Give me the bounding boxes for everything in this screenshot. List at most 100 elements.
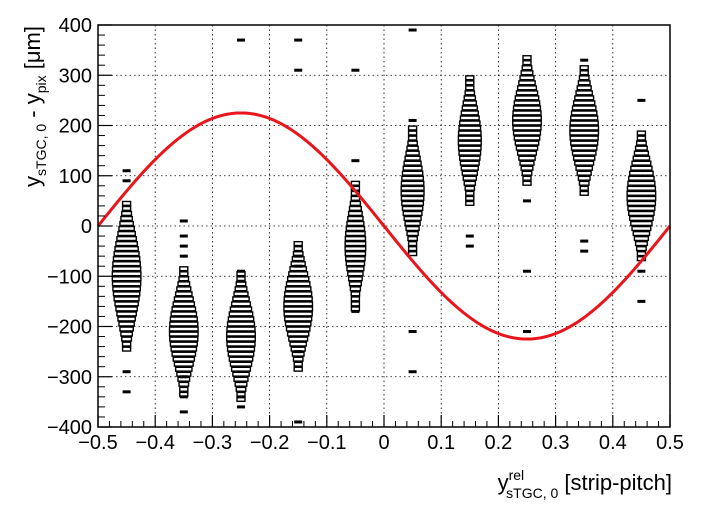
histogram-bin [569,120,599,126]
histogram-bin [632,230,651,237]
y-tick-label: −200 [47,317,92,339]
histogram-outlier-bin [179,375,188,379]
histogram-bin [570,145,598,151]
histogram-bin [226,336,256,342]
histogram-outlier-bin [351,159,360,163]
histogram-bin [627,205,656,212]
histogram-bin [288,271,309,277]
histogram-outlier-bin [523,199,531,203]
histogram-bin [465,200,475,207]
histogram-bin [516,85,538,91]
histogram-bin [112,256,141,262]
histogram-bin [286,331,310,337]
histogram-bin [293,366,303,372]
histogram-bin [579,190,589,196]
histogram-bin [403,160,422,166]
histogram-bin [631,225,652,232]
histogram-bin [345,230,366,237]
x-tick-label: 0.4 [599,432,627,454]
histogram-bin [569,130,600,136]
histogram-bin [407,130,418,136]
histogram-bin [512,120,542,126]
histogram-bin [350,195,361,201]
histogram-bin [111,281,142,287]
histogram-bin [465,80,475,86]
histogram-bin [116,311,137,317]
histogram-bin [174,291,193,297]
histogram-outlier-bin [637,98,646,102]
histogram-bin [344,240,367,247]
histogram-bin [626,200,657,207]
histogram-bin [283,311,313,317]
histogram-bin [232,296,250,302]
histogram-bin [289,341,308,347]
histogram-bin [572,100,596,106]
histogram-bin [630,165,653,171]
histogram-bin [400,190,425,196]
histogram-bin [404,155,421,161]
histogram-bin [458,150,482,156]
histogram-bin [117,316,136,322]
histogram-bin [461,105,478,111]
histogram-bin [347,276,363,282]
histogram-bin [518,80,536,86]
histogram-bin [174,366,193,372]
histogram-outlier-bin [637,299,646,303]
histogram-bin [117,230,136,237]
histogram-bin [636,130,647,136]
histogram-outlier-bin [179,410,188,414]
histogram-bin [463,180,477,186]
histogram-bin [284,286,312,292]
histogram-outlier-bin [294,254,303,258]
histogram-bin [457,145,482,151]
histogram-bin [349,286,362,292]
y-tick-label: 200 [59,116,92,138]
histogram-bin [233,291,249,297]
histogram-bin [400,185,425,191]
histogram-bin [114,245,139,252]
histogram-bin [346,266,365,272]
x-tick-label: −0.1 [307,432,346,454]
histogram-bin [465,190,475,196]
histogram-outlier-bin [294,350,303,354]
y-tick-labels: 400 300 200 100 0 −100 −200 −300 −400 [47,15,92,439]
x-tick-label: −0.2 [250,432,289,454]
histogram-outlier-bin [122,390,131,394]
histogram-bin [460,165,479,171]
histogram-bin [571,105,597,111]
histogram-outlier-bin [408,370,417,374]
histogram-bin [570,110,598,116]
histogram-bin [179,271,189,277]
histogram-bin [627,180,656,186]
histogram-bin [345,225,366,232]
histogram-bin [286,276,310,282]
histogram-bin [169,336,199,342]
histogram-bin [515,90,539,96]
histogram-bin [513,135,541,141]
histogram-bin [465,195,475,201]
histogram-bin [350,180,361,186]
histogram-bin [347,215,364,222]
histogram-bin [345,261,366,267]
histogram-bin [226,341,256,347]
histogram-bin [521,65,533,71]
histogram-bin [285,281,311,287]
histogram-bin [233,376,249,382]
histogram-outlier-bin [237,269,245,273]
histogram-bin [344,245,367,252]
y-tick-label: 300 [59,65,92,87]
histogram-bin [405,225,420,232]
histogram-bin [284,321,312,327]
histogram-bin [407,251,418,257]
histogram-bin [407,245,418,252]
histogram-bin [459,160,480,166]
x-tick-label: 0 [378,432,389,454]
y-axis-title-sub2: pix [33,75,49,93]
histogram-bin [112,291,141,297]
histogram-bin [461,170,478,176]
histogram-bin [173,361,194,367]
histogram-bin [406,230,419,237]
histogram-bin [115,240,138,247]
fit-curve [96,111,672,341]
